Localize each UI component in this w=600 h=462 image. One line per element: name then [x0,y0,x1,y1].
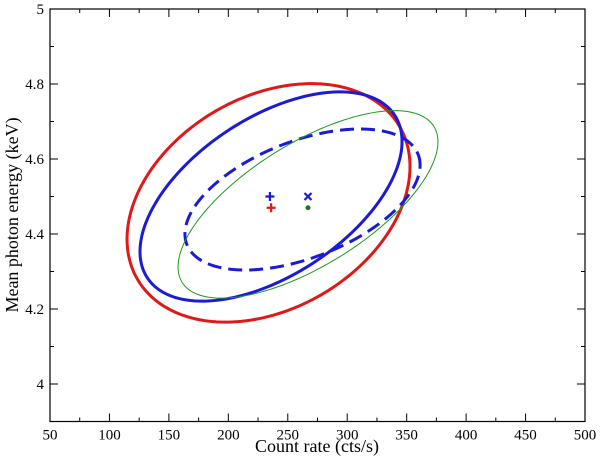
point-marker [303,192,313,201]
point-marker [265,192,275,201]
y-tick-label: 4.6 [25,152,44,168]
y-axis-label: Mean photon energy (keV) [2,117,23,312]
x-tick-label: 200 [217,428,240,444]
point-marker [266,203,276,213]
y-tick-label: 5 [37,2,45,18]
y-tick-label: 4 [37,377,45,393]
point-marker [305,205,311,211]
x-tick-label: 250 [277,428,300,444]
contour-ellipse [138,90,404,303]
x-tick-label: 300 [336,428,359,444]
x-tick-label: 50 [43,428,58,444]
y-tick-label: 4.2 [25,302,44,318]
x-axis-label: Count rate (cts/s) [255,436,379,457]
y-tick-label: 4.4 [25,227,44,243]
x-tick-label: 350 [395,428,418,444]
x-tick-label: 150 [158,428,181,444]
y-tick-label: 4.8 [25,77,44,93]
x-tick-label: 500 [574,428,597,444]
contour-ellipse [183,127,422,272]
contour-ellipse [125,82,412,324]
x-tick-label: 100 [98,428,121,444]
x-tick-label: 450 [514,428,537,444]
x-tick-label: 400 [455,428,478,444]
contour-ellipse [177,110,439,299]
